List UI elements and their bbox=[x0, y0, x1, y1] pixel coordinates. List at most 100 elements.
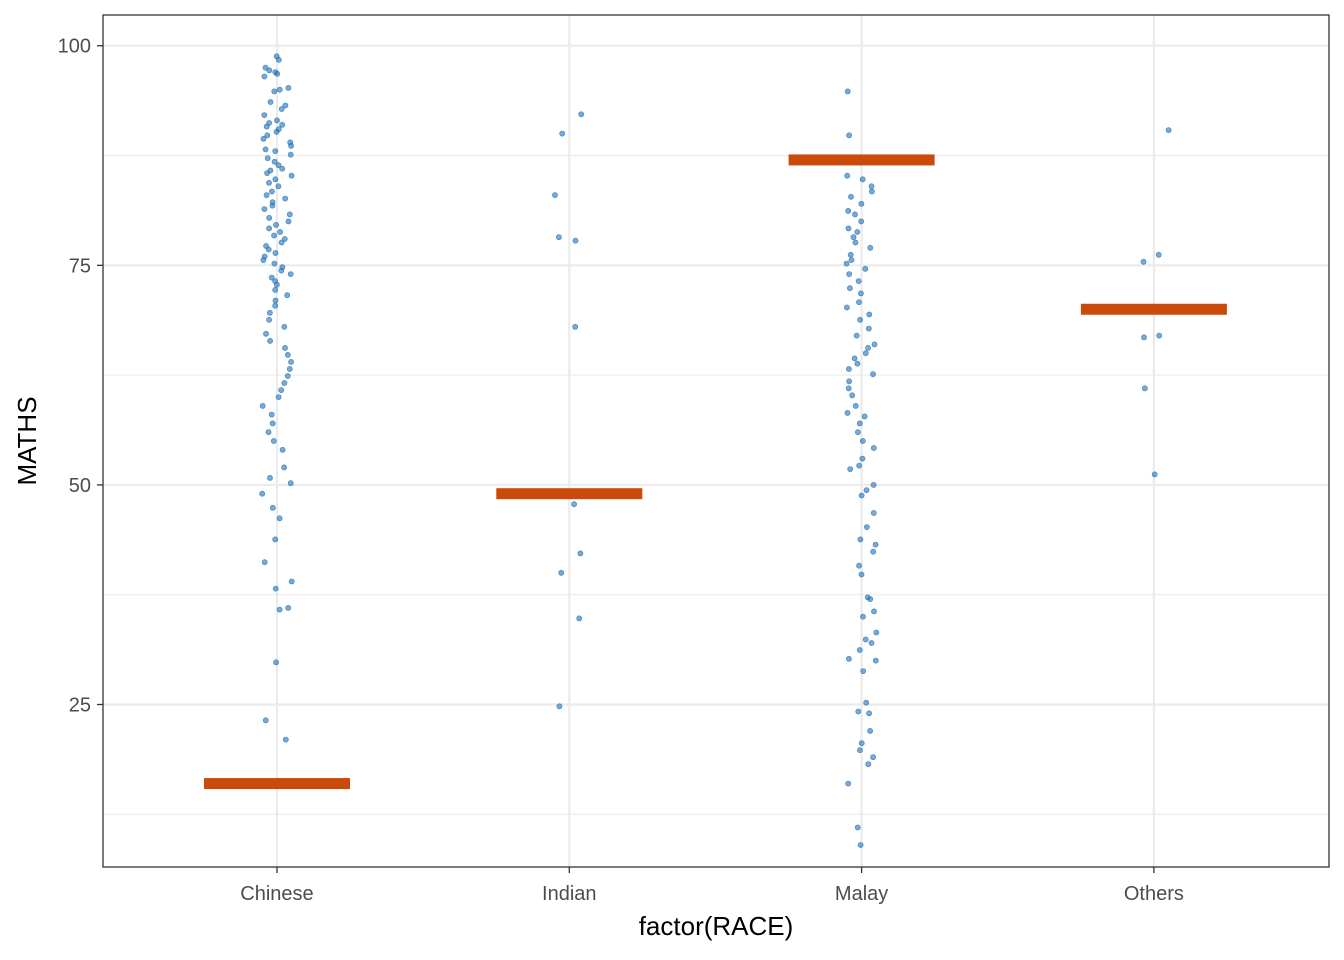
data-point-malay bbox=[844, 409, 851, 416]
data-point-malay bbox=[854, 824, 861, 831]
data-point-chinese bbox=[264, 170, 270, 176]
data-point-chinese bbox=[281, 464, 287, 471]
data-point-indian bbox=[578, 111, 585, 118]
data-point-malay bbox=[859, 438, 866, 444]
data-point-chinese bbox=[261, 73, 268, 80]
data-point-malay bbox=[863, 699, 870, 706]
data-point-chinese bbox=[284, 373, 291, 379]
data-point-malay bbox=[870, 754, 876, 761]
data-point-chinese bbox=[271, 88, 278, 95]
data-point-malay bbox=[846, 132, 852, 139]
data-point-malay bbox=[845, 780, 852, 787]
data-point-chinese bbox=[286, 366, 293, 372]
data-point-malay bbox=[854, 229, 861, 235]
data-point-malay bbox=[844, 304, 850, 311]
x-axis: Chinese Indian Malay Others bbox=[240, 867, 1184, 905]
summary-bar-indian bbox=[496, 488, 643, 500]
data-point-chinese bbox=[276, 515, 283, 522]
data-point-malay bbox=[862, 350, 869, 357]
data-point-chinese bbox=[266, 67, 273, 74]
data-point-chinese bbox=[261, 206, 268, 212]
data-point-chinese bbox=[267, 99, 274, 105]
data-point-malay bbox=[867, 728, 873, 734]
data-point-malay bbox=[849, 392, 856, 399]
data-point-malay bbox=[852, 211, 858, 218]
data-point-malay bbox=[861, 413, 868, 420]
data-point-malay bbox=[855, 429, 861, 436]
data-point-malay bbox=[857, 536, 864, 543]
data-point-chinese bbox=[265, 246, 272, 253]
data-point-others bbox=[1142, 385, 1148, 392]
data-point-malay bbox=[852, 239, 859, 246]
data-points bbox=[259, 53, 1172, 848]
data-point-chinese bbox=[288, 172, 295, 179]
x-tick-label: Malay bbox=[835, 883, 888, 905]
data-point-malay bbox=[860, 613, 866, 620]
data-point-malay bbox=[864, 524, 870, 530]
data-point-chinese bbox=[288, 578, 295, 585]
data-point-indian bbox=[571, 501, 577, 508]
data-point-malay bbox=[848, 257, 855, 263]
data-point-indian bbox=[552, 192, 558, 198]
data-point-malay bbox=[866, 311, 873, 318]
data-point-malay bbox=[847, 466, 854, 472]
data-point-malay bbox=[846, 366, 852, 372]
data-point-chinese bbox=[287, 151, 294, 158]
y-axis-title: MATHS bbox=[12, 396, 42, 485]
data-point-malay bbox=[853, 332, 860, 339]
data-point-malay bbox=[862, 636, 869, 643]
data-point-chinese bbox=[272, 302, 279, 309]
data-point-malay bbox=[868, 183, 875, 190]
data-point-chinese bbox=[267, 474, 273, 481]
data-point-malay bbox=[865, 344, 871, 351]
data-point-chinese bbox=[288, 142, 294, 149]
data-point-malay bbox=[856, 420, 863, 427]
data-point-chinese bbox=[281, 236, 288, 242]
data-point-chinese bbox=[284, 292, 291, 299]
data-point-chinese bbox=[264, 155, 271, 162]
data-point-indian bbox=[559, 130, 566, 137]
data-point-chinese bbox=[272, 148, 279, 154]
data-point-chinese bbox=[259, 402, 266, 409]
data-point-chinese bbox=[285, 218, 292, 225]
data-point-chinese bbox=[259, 490, 266, 497]
data-point-malay bbox=[857, 747, 863, 754]
data-point-malay bbox=[851, 355, 858, 362]
data-point-malay bbox=[870, 548, 877, 555]
data-point-malay bbox=[860, 668, 867, 674]
data-point-others bbox=[1140, 258, 1147, 265]
data-point-malay bbox=[858, 200, 865, 207]
data-point-malay bbox=[845, 225, 852, 232]
data-point-others bbox=[1165, 127, 1172, 134]
data-point-malay bbox=[850, 234, 857, 241]
data-point-indian bbox=[577, 550, 584, 557]
data-point-malay bbox=[865, 325, 872, 332]
x-tick-label: Chinese bbox=[240, 883, 313, 905]
data-point-chinese bbox=[281, 323, 288, 330]
data-point-chinese bbox=[262, 717, 269, 724]
data-point-malay bbox=[854, 360, 861, 367]
data-point-chinese bbox=[273, 659, 279, 666]
data-point-chinese bbox=[287, 480, 294, 487]
data-point-chinese bbox=[279, 165, 286, 172]
data-point-others bbox=[1151, 471, 1158, 478]
data-point-chinese bbox=[279, 446, 286, 453]
y-tick-label: 50 bbox=[69, 475, 91, 497]
data-point-chinese bbox=[274, 70, 281, 77]
data-point-malay bbox=[857, 842, 864, 848]
summary-bar-chinese bbox=[204, 778, 350, 790]
data-point-chinese bbox=[272, 286, 279, 293]
data-point-chinese bbox=[263, 192, 270, 198]
data-point-malay bbox=[870, 445, 877, 451]
data-point-malay bbox=[871, 608, 877, 615]
grid-minor bbox=[103, 154, 1329, 815]
data-point-chinese bbox=[272, 250, 279, 256]
data-point-malay bbox=[866, 710, 872, 717]
data-point-malay bbox=[858, 492, 865, 499]
y-tick-label: 25 bbox=[69, 695, 91, 717]
data-point-chinese bbox=[281, 380, 288, 386]
data-point-malay bbox=[844, 172, 851, 179]
data-point-chinese bbox=[276, 606, 283, 613]
data-point-malay bbox=[872, 657, 879, 664]
